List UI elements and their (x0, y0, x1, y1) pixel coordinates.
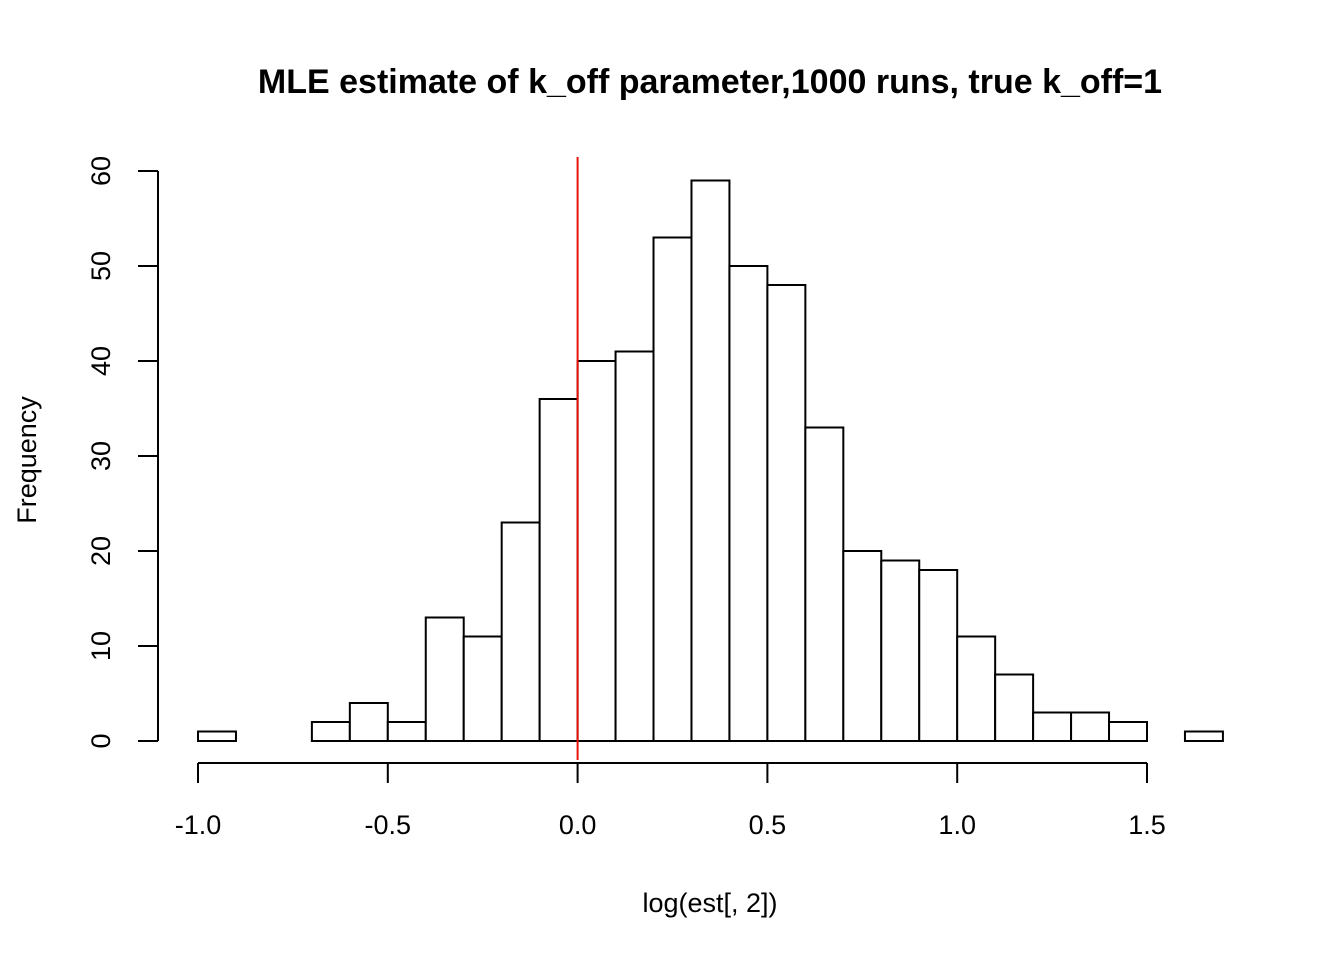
x-tick-label: 0.5 (749, 810, 787, 840)
y-tick-label: 0 (86, 733, 116, 748)
y-tick-label: 40 (86, 346, 116, 376)
histogram-bar (652, 236, 693, 742)
histogram-bar (424, 616, 465, 742)
histogram-bar (804, 426, 845, 742)
x-tick-label: 1.0 (938, 810, 976, 840)
histogram-bar (1070, 711, 1111, 742)
histogram-bar (386, 721, 427, 742)
y-axis-label: Frequency (12, 396, 42, 524)
y-tick-label: 20 (86, 536, 116, 566)
chart-title: MLE estimate of k_off parameter,1000 run… (258, 63, 1162, 101)
x-tick-label: 0.0 (559, 810, 597, 840)
histogram-bar (880, 559, 921, 742)
y-tick-label: 30 (86, 441, 116, 471)
y-axis: 0 10 20 30 40 50 60 (86, 156, 159, 749)
x-tick-label: -0.5 (365, 810, 412, 840)
x-tick-label: 1.5 (1128, 810, 1166, 840)
histogram-bar (690, 179, 731, 742)
histogram-bar (766, 284, 807, 742)
histogram-bar (310, 721, 351, 742)
histogram-bar (538, 398, 579, 742)
histogram-bar (500, 521, 541, 742)
histogram-bar (197, 730, 237, 742)
bars (197, 179, 1224, 742)
histogram-bar (576, 360, 617, 742)
histogram-bar (842, 550, 883, 742)
histogram-bar (728, 265, 769, 742)
histogram-bar (348, 702, 389, 742)
histogram-bar (994, 673, 1035, 742)
x-tick-label: -1.0 (175, 810, 222, 840)
histogram-bar (614, 350, 655, 742)
y-tick-label: 60 (86, 156, 116, 186)
histogram-bar (462, 635, 503, 742)
histogram-bar (956, 635, 997, 742)
x-axis-label: log(est[, 2]) (642, 888, 777, 918)
y-tick-label: 10 (86, 631, 116, 661)
histogram-bar (918, 569, 959, 742)
y-tick-label: 50 (86, 251, 116, 281)
histogram-bar (1183, 730, 1224, 742)
histogram-bar (1108, 721, 1149, 742)
x-axis: -1.0 -0.5 0.0 0.5 1.0 1.5 (175, 762, 1166, 840)
histogram-bar (1032, 711, 1073, 742)
